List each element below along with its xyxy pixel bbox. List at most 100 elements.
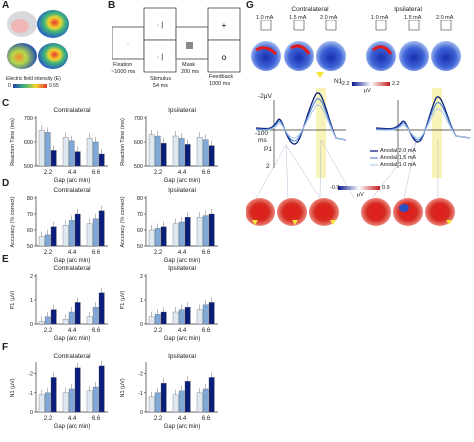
x-tick-label: 6.6 <box>202 328 211 334</box>
chart-xlabel: Gap (arc min) <box>54 424 91 430</box>
bar <box>74 367 81 413</box>
bar <box>62 392 69 413</box>
y-tick-label: -2 <box>138 372 143 378</box>
y-tick-label: 70 <box>27 212 33 218</box>
fixation-label: Fixation <box>113 62 133 68</box>
y-tick-label: 70 <box>137 212 143 218</box>
y-tick-label: 50 <box>27 244 33 250</box>
y-tick-label: 700 <box>134 116 143 122</box>
legend-item-3: Anodal 1.0 mA <box>380 162 417 168</box>
topo-top-unit: μV <box>364 88 371 94</box>
x-tick-label: 4.4 <box>68 416 77 422</box>
bar <box>196 217 203 247</box>
chart-title: Ipsilateral <box>168 353 196 360</box>
bar <box>178 390 185 413</box>
bar <box>172 311 179 325</box>
chart-title: Contralateral <box>53 107 91 114</box>
bar <box>68 140 75 167</box>
bar <box>202 139 209 167</box>
stim-icons <box>260 20 452 31</box>
x-tick-label: 6.6 <box>202 250 211 256</box>
bar <box>38 130 45 167</box>
chart-ylabel: Reaction Time (ms) <box>120 118 126 166</box>
chart-title: Ipsilateral <box>168 107 196 114</box>
topomaps-bottom <box>246 198 455 226</box>
y-tick-label: 60 <box>27 228 33 234</box>
chart-xlabel: Gap (arc min) <box>164 178 201 184</box>
chart-ylabel: N1 (μV) <box>10 378 16 397</box>
topomaps-top <box>251 41 461 71</box>
y-tick-label: 0 <box>140 322 143 328</box>
brain-field-maps <box>7 10 69 69</box>
bar <box>160 383 167 413</box>
bar <box>74 302 81 325</box>
panel-label-g: G <box>246 0 254 11</box>
panel-label-f: F <box>2 342 9 353</box>
bar <box>92 386 99 413</box>
bar <box>148 229 155 247</box>
bar <box>38 236 45 247</box>
bar <box>148 134 155 167</box>
panel-label-a: A <box>2 0 10 11</box>
panel-label-e: E <box>2 254 9 265</box>
colorbar-min: 0 <box>8 83 11 89</box>
bar <box>208 302 215 325</box>
bar <box>154 228 161 247</box>
chart-ylabel: N1 (μV) <box>120 378 126 397</box>
chart-title: Ipsilateral <box>168 265 196 272</box>
chart-d-ipsilateral: Ipsilateral Accuracy (% correct) 50 60 70 80 2… <box>120 187 218 264</box>
svg-text:· |: · | <box>157 54 163 61</box>
stimulus-duration: 54 ms <box>153 83 168 89</box>
x-tick-label: 6.6 <box>202 170 211 176</box>
svg-text:+: + <box>222 21 227 30</box>
x-tick-label: 2.2 <box>44 416 53 422</box>
n1-label: N1 <box>334 78 343 85</box>
bar <box>50 377 57 413</box>
bar <box>98 153 105 167</box>
bar <box>196 137 203 167</box>
bar <box>68 220 75 247</box>
panel-label-b: B <box>108 0 116 11</box>
x-tick-label: 4.4 <box>178 250 187 256</box>
x-tick-label: 4.4 <box>68 328 77 334</box>
topo-top-min: -2.2 <box>340 81 350 87</box>
y-tick-label: -2 <box>28 372 33 378</box>
x-tick-label: 4.4 <box>68 170 77 176</box>
bar <box>74 151 81 167</box>
fixation-duration: ~1000 ms <box>111 69 136 75</box>
bar <box>202 388 209 413</box>
chart-title: Contralateral <box>53 265 91 272</box>
mask-duration: 200 ms <box>181 69 200 75</box>
bar <box>86 138 93 167</box>
chart-xlabel: Gap (arc min) <box>54 258 91 264</box>
chart-ylabel: Accuracy (% correct) <box>10 196 16 247</box>
bar <box>50 309 57 325</box>
bar <box>98 365 105 413</box>
x-tick-label: 6.6 <box>92 170 101 176</box>
y-tick-label: 50 <box>137 244 143 250</box>
y-tick-label: 700 <box>24 116 33 122</box>
x-tick-label: 4.4 <box>178 416 187 422</box>
y-tick-label: 60 <box>137 228 143 234</box>
field-colorbar <box>13 84 47 88</box>
current-1: 1.0 mA <box>256 15 274 21</box>
x-tick-label: 2.2 <box>44 250 53 256</box>
y-tick-label: 2 <box>30 274 33 280</box>
chart-xlabel: Gap (arc min) <box>54 178 91 184</box>
x-tick-label: 2.2 <box>154 170 163 176</box>
erp-topography-figure <box>246 20 471 226</box>
current-5: 1.5 mA <box>404 15 422 21</box>
bar <box>68 388 75 413</box>
bar <box>98 292 105 325</box>
svg-text:o: o <box>222 53 227 62</box>
bar <box>68 311 75 325</box>
y-tick-label: 500 <box>24 164 33 170</box>
bar <box>184 381 191 413</box>
chart-xlabel: Gap (arc min) <box>164 258 201 264</box>
chart-ylabel: Reaction Time (ms) <box>10 118 16 166</box>
y-tick-label: 600 <box>24 140 33 146</box>
bar <box>62 319 69 325</box>
